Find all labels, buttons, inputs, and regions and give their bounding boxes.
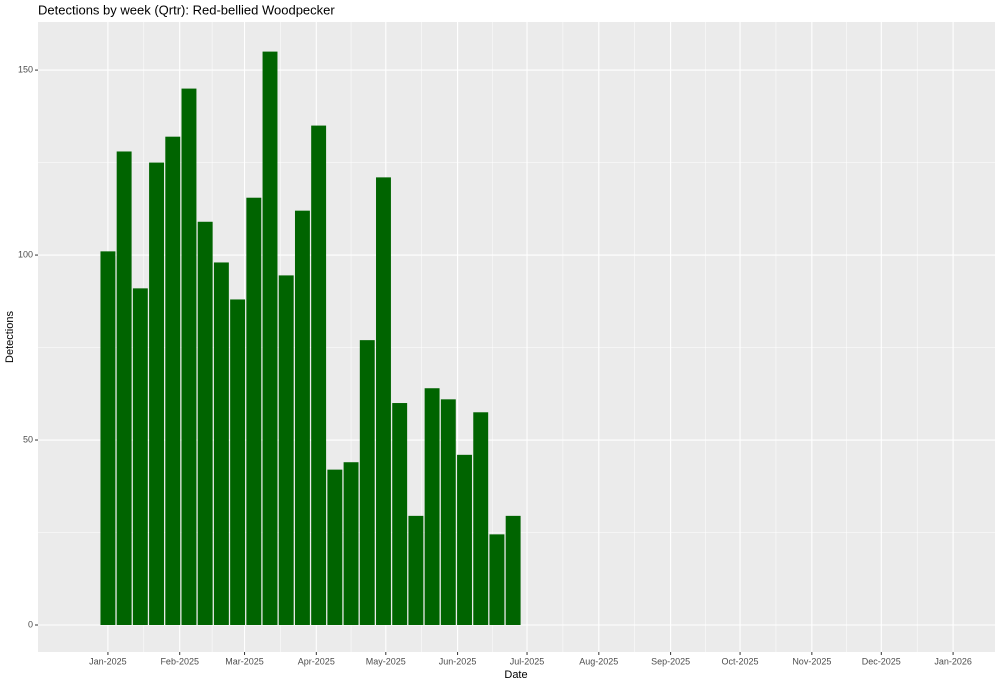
bar — [424, 388, 440, 625]
bar — [181, 88, 197, 625]
bar — [132, 288, 148, 625]
bar — [230, 299, 246, 625]
bar — [262, 51, 278, 625]
bar — [213, 262, 229, 625]
x-tick-label: Jul-2025 — [510, 656, 545, 666]
bar — [100, 251, 116, 625]
x-tick-label: Nov-2025 — [792, 656, 831, 666]
bar — [278, 275, 294, 625]
bar — [116, 151, 132, 625]
bar — [457, 454, 472, 625]
x-tick-label: Feb-2025 — [160, 656, 199, 666]
x-tick-label: Dec-2025 — [862, 656, 901, 666]
x-tick-label: Jun-2025 — [439, 656, 477, 666]
x-tick-label: Sep-2025 — [651, 656, 690, 666]
bar — [311, 125, 327, 625]
y-tick-label: 150 — [18, 64, 33, 74]
bar — [343, 462, 359, 625]
y-tick-label: 0 — [28, 619, 33, 629]
bar — [392, 403, 408, 625]
bar — [376, 177, 391, 625]
x-tick-label: Aug-2025 — [579, 656, 618, 666]
bar — [489, 534, 505, 625]
bar — [359, 340, 375, 625]
chart-title: Detections by week (Qrtr): Red-bellied W… — [38, 2, 335, 17]
y-tick-label: 100 — [18, 249, 33, 259]
x-tick-label: May-2025 — [366, 656, 406, 666]
bar — [327, 469, 343, 625]
bar — [246, 197, 262, 625]
x-tick-label: Jan-2026 — [934, 656, 972, 666]
bar — [505, 515, 521, 625]
x-tick-label: Jan-2025 — [89, 656, 127, 666]
y-tick-label: 50 — [23, 434, 33, 444]
x-axis-title: Date — [504, 669, 527, 681]
bar — [197, 221, 213, 625]
bar — [294, 210, 310, 625]
bar — [149, 162, 165, 625]
bar — [408, 515, 424, 625]
bars — [100, 51, 521, 625]
bar — [165, 136, 181, 625]
x-tick-label: Mar-2025 — [225, 656, 264, 666]
x-tick-label: Oct-2025 — [722, 656, 759, 666]
x-tick-label: Apr-2025 — [298, 656, 335, 666]
bar — [440, 399, 456, 625]
bar — [473, 412, 489, 625]
y-axis-title: Detections — [4, 311, 16, 363]
